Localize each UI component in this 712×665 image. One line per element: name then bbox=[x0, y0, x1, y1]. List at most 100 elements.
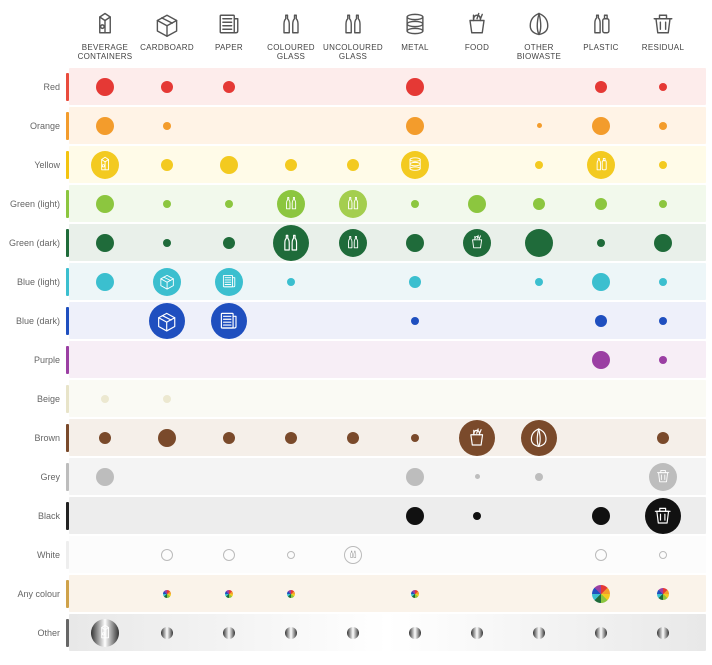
cell bbox=[74, 302, 136, 339]
data-dot bbox=[163, 590, 171, 598]
cell bbox=[136, 458, 198, 495]
cell bbox=[322, 497, 384, 534]
cell bbox=[570, 146, 632, 183]
cell bbox=[322, 68, 384, 105]
cell bbox=[632, 419, 694, 456]
data-dot bbox=[211, 303, 247, 339]
cell bbox=[136, 185, 198, 222]
cell bbox=[384, 302, 446, 339]
cell bbox=[384, 263, 446, 300]
cell bbox=[198, 263, 260, 300]
box-icon bbox=[151, 8, 183, 40]
column-header-paper: Paper bbox=[198, 8, 260, 62]
row-beige: Beige bbox=[0, 380, 706, 417]
cell bbox=[632, 146, 694, 183]
data-dot bbox=[101, 395, 109, 403]
data-dot bbox=[401, 151, 429, 179]
data-dot bbox=[91, 619, 119, 647]
data-dot bbox=[406, 507, 424, 525]
bag-icon bbox=[468, 233, 486, 251]
box-icon bbox=[155, 309, 178, 332]
data-dot bbox=[659, 551, 667, 559]
data-dot bbox=[96, 468, 114, 486]
bottles2-icon bbox=[585, 8, 617, 40]
data-dot bbox=[657, 627, 669, 639]
data-dot bbox=[96, 273, 114, 291]
cell bbox=[136, 68, 198, 105]
data-dot bbox=[654, 234, 672, 252]
data-dot bbox=[468, 195, 486, 213]
cell bbox=[508, 107, 570, 144]
data-dot bbox=[592, 585, 610, 603]
row-label: Blue (light) bbox=[0, 277, 66, 287]
data-dot bbox=[475, 474, 480, 479]
cell bbox=[384, 419, 446, 456]
cell bbox=[508, 614, 570, 651]
cell bbox=[136, 302, 198, 339]
cell bbox=[198, 302, 260, 339]
matrix-rows: RedOrangeYellowGreen (light)Green (dark)… bbox=[0, 68, 706, 651]
data-dot bbox=[223, 237, 235, 249]
data-dot bbox=[96, 195, 114, 213]
data-dot bbox=[592, 351, 610, 369]
data-dot bbox=[459, 420, 495, 456]
column-label: Metal bbox=[401, 44, 429, 62]
row-bluedark: Blue (dark) bbox=[0, 302, 706, 339]
column-label: Plastic bbox=[583, 44, 618, 62]
data-dot bbox=[163, 122, 171, 130]
bin-icon bbox=[654, 467, 672, 485]
cell bbox=[384, 458, 446, 495]
leaf-icon bbox=[527, 426, 550, 449]
cell bbox=[384, 224, 446, 261]
column-label: OtherBiowaste bbox=[517, 44, 561, 62]
data-dot bbox=[215, 268, 243, 296]
cell bbox=[570, 575, 632, 612]
column-header-plastic: Plastic bbox=[570, 8, 632, 62]
column-header-uglass: UncolouredGlass bbox=[322, 8, 384, 62]
cell bbox=[570, 68, 632, 105]
data-dot bbox=[657, 588, 669, 600]
carton-icon bbox=[96, 623, 114, 641]
column-label: Paper bbox=[215, 44, 243, 62]
cell bbox=[632, 380, 694, 417]
cell bbox=[74, 536, 136, 573]
cell bbox=[74, 224, 136, 261]
cell bbox=[570, 185, 632, 222]
data-dot bbox=[659, 83, 667, 91]
cell bbox=[632, 614, 694, 651]
cell bbox=[446, 107, 508, 144]
row-anycolour: Any colour bbox=[0, 575, 706, 612]
bin-icon bbox=[651, 504, 674, 527]
column-label: Cardboard bbox=[140, 44, 194, 62]
data-dot bbox=[659, 356, 667, 364]
cell bbox=[322, 185, 384, 222]
data-dot bbox=[347, 627, 359, 639]
data-dot bbox=[535, 161, 543, 169]
cell bbox=[508, 341, 570, 378]
data-dot bbox=[597, 239, 605, 247]
column-header-biowaste: OtherBiowaste bbox=[508, 8, 570, 62]
cell bbox=[322, 107, 384, 144]
data-dot bbox=[285, 627, 297, 639]
cell bbox=[570, 302, 632, 339]
cell bbox=[260, 146, 322, 183]
data-dot bbox=[595, 549, 607, 561]
cell bbox=[384, 380, 446, 417]
cell bbox=[446, 419, 508, 456]
bag-icon bbox=[461, 8, 493, 40]
cell bbox=[446, 575, 508, 612]
data-dot bbox=[406, 468, 424, 486]
data-dot bbox=[225, 590, 233, 598]
cell bbox=[446, 302, 508, 339]
data-dot bbox=[535, 473, 543, 481]
cell bbox=[260, 263, 322, 300]
data-dot bbox=[339, 229, 367, 257]
cell bbox=[322, 302, 384, 339]
data-dot bbox=[471, 627, 483, 639]
cell bbox=[260, 419, 322, 456]
cell bbox=[74, 614, 136, 651]
cell bbox=[508, 68, 570, 105]
data-dot bbox=[161, 81, 173, 93]
cell bbox=[384, 341, 446, 378]
data-dot bbox=[595, 315, 607, 327]
